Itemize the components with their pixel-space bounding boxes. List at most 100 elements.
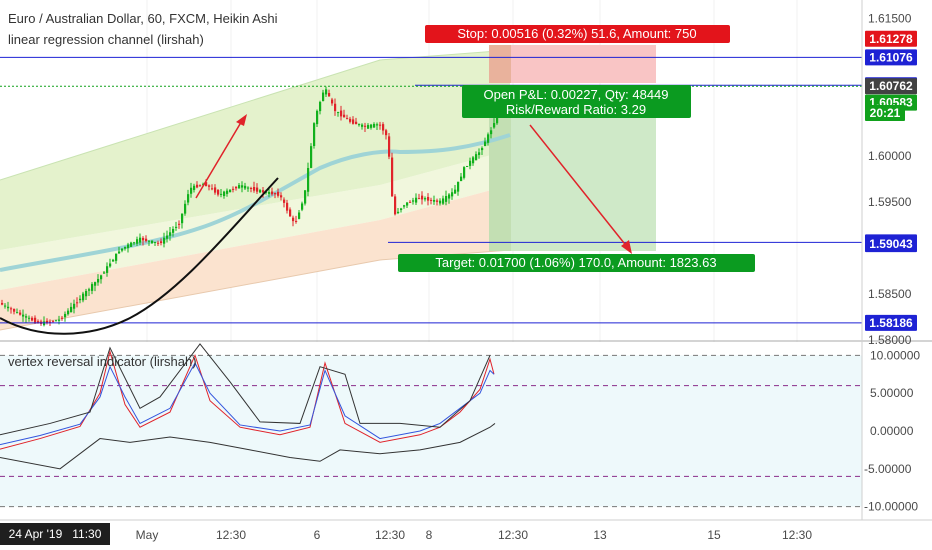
- candle-body[interactable]: [403, 205, 406, 207]
- oscillator-pane[interactable]: vertex reversal indicator (lirshah): [0, 342, 862, 518]
- candle-body[interactable]: [163, 237, 166, 244]
- candle-body[interactable]: [373, 123, 376, 128]
- candle-body[interactable]: [337, 111, 340, 113]
- candle-body[interactable]: [382, 124, 385, 131]
- candle-body[interactable]: [223, 191, 226, 197]
- candle-body[interactable]: [307, 168, 310, 192]
- candle-body[interactable]: [130, 242, 133, 247]
- candle-body[interactable]: [13, 308, 16, 312]
- candle-body[interactable]: [25, 316, 28, 318]
- candle-body[interactable]: [154, 241, 157, 243]
- candle-body[interactable]: [388, 136, 391, 157]
- candle-body[interactable]: [418, 198, 421, 200]
- candle-body[interactable]: [121, 248, 124, 251]
- candle-body[interactable]: [493, 123, 496, 128]
- candle-body[interactable]: [346, 118, 349, 120]
- candle-body[interactable]: [64, 313, 67, 318]
- candle-body[interactable]: [97, 278, 100, 283]
- candle-body[interactable]: [394, 196, 397, 215]
- price-axis[interactable]: 1.61500 1.59500 1.58500 1.60000 1.58000 1.61…: [861, 0, 920, 520]
- candle-body[interactable]: [277, 191, 280, 196]
- candle-body[interactable]: [205, 182, 208, 187]
- candle-body[interactable]: [256, 187, 259, 192]
- candle-body[interactable]: [79, 298, 82, 301]
- down-arrow-line[interactable]: [529, 124, 629, 249]
- candle-body[interactable]: [274, 193, 277, 195]
- candle-body[interactable]: [217, 189, 220, 195]
- candle-body[interactable]: [421, 195, 424, 200]
- candle-body[interactable]: [319, 101, 322, 112]
- candle-body[interactable]: [52, 320, 55, 322]
- candle-body[interactable]: [370, 124, 373, 128]
- candle-body[interactable]: [367, 125, 370, 129]
- candle-body[interactable]: [451, 192, 454, 197]
- candle-body[interactable]: [469, 160, 472, 166]
- candle-body[interactable]: [322, 92, 325, 102]
- time-axis[interactable]: May 12:30 6 12:30 8 12:30 13 15 12:30 24 Apr '19…: [0, 519, 932, 545]
- candle-body[interactable]: [283, 199, 286, 203]
- candle-body[interactable]: [376, 124, 379, 126]
- candle-body[interactable]: [259, 190, 262, 193]
- candle-body[interactable]: [412, 200, 415, 202]
- candle-body[interactable]: [430, 199, 433, 201]
- candle-body[interactable]: [355, 121, 358, 125]
- candle-body[interactable]: [445, 196, 448, 202]
- candle-body[interactable]: [463, 167, 466, 178]
- candle-body[interactable]: [343, 114, 346, 118]
- candle-body[interactable]: [148, 240, 151, 242]
- candle-body[interactable]: [181, 213, 184, 224]
- candle-body[interactable]: [73, 303, 76, 309]
- candle-body[interactable]: [424, 198, 427, 200]
- candle-body[interactable]: [415, 197, 418, 203]
- candle-body[interactable]: [85, 290, 88, 297]
- candle-body[interactable]: [295, 220, 298, 222]
- candle-body[interactable]: [454, 189, 457, 194]
- stop-label-box[interactable]: [425, 25, 730, 43]
- candle-body[interactable]: [397, 211, 400, 214]
- candle-body[interactable]: [190, 187, 193, 194]
- candle-body[interactable]: [88, 289, 91, 291]
- candle-body[interactable]: [457, 181, 460, 192]
- main-pane[interactable]: Euro / Australian Dollar, 60, FXCM, Heik…: [0, 0, 862, 518]
- candle-body[interactable]: [226, 190, 229, 194]
- candle-body[interactable]: [466, 166, 469, 168]
- candle-body[interactable]: [340, 110, 343, 117]
- candle-body[interactable]: [316, 110, 319, 125]
- candle-body[interactable]: [400, 208, 403, 211]
- candle-body[interactable]: [292, 217, 295, 222]
- candle-body[interactable]: [100, 275, 103, 280]
- candle-body[interactable]: [475, 154, 478, 161]
- candle-body[interactable]: [268, 191, 271, 194]
- candle-body[interactable]: [127, 244, 130, 249]
- candle-body[interactable]: [196, 184, 199, 188]
- candle-body[interactable]: [484, 141, 487, 147]
- candle-body[interactable]: [49, 321, 52, 323]
- candle-body[interactable]: [46, 320, 49, 324]
- candle-body[interactable]: [208, 185, 211, 187]
- candle-body[interactable]: [487, 134, 490, 143]
- target-label-box[interactable]: [398, 254, 755, 272]
- candle-body[interactable]: [22, 314, 25, 317]
- candle-body[interactable]: [442, 198, 445, 204]
- candle-body[interactable]: [184, 203, 187, 214]
- candle-body[interactable]: [211, 188, 214, 190]
- candle-body[interactable]: [166, 235, 169, 239]
- pnl-label-box[interactable]: [462, 85, 691, 118]
- candle-body[interactable]: [169, 232, 172, 236]
- candle-body[interactable]: [94, 282, 97, 286]
- candle-body[interactable]: [103, 272, 106, 274]
- candle-body[interactable]: [142, 237, 145, 241]
- candle-body[interactable]: [7, 306, 10, 309]
- candle-body[interactable]: [286, 202, 289, 211]
- candle-body[interactable]: [115, 253, 118, 261]
- candle-body[interactable]: [280, 195, 283, 198]
- candle-body[interactable]: [253, 187, 256, 191]
- candle-body[interactable]: [106, 266, 109, 273]
- up-arrow-line[interactable]: [195, 118, 244, 199]
- candle-body[interactable]: [364, 125, 367, 127]
- candle-body[interactable]: [34, 317, 37, 323]
- candle-body[interactable]: [385, 130, 388, 136]
- candle-body[interactable]: [298, 212, 301, 219]
- candle-body[interactable]: [439, 200, 442, 204]
- candle-body[interactable]: [448, 194, 451, 199]
